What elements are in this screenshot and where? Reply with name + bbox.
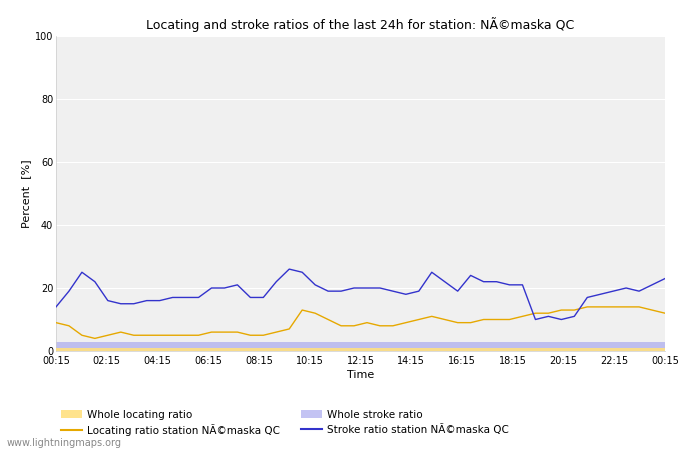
Legend: Whole locating ratio, Locating ratio station NÃ©maska QC, Whole stroke ratio, St: Whole locating ratio, Locating ratio sta… [61, 410, 509, 436]
Text: www.lightningmaps.org: www.lightningmaps.org [7, 438, 122, 448]
Y-axis label: Percent  [%]: Percent [%] [21, 159, 31, 228]
X-axis label: Time: Time [347, 370, 374, 380]
Title: Locating and stroke ratios of the last 24h for station: NÃ©maska QC: Locating and stroke ratios of the last 2… [146, 17, 575, 32]
